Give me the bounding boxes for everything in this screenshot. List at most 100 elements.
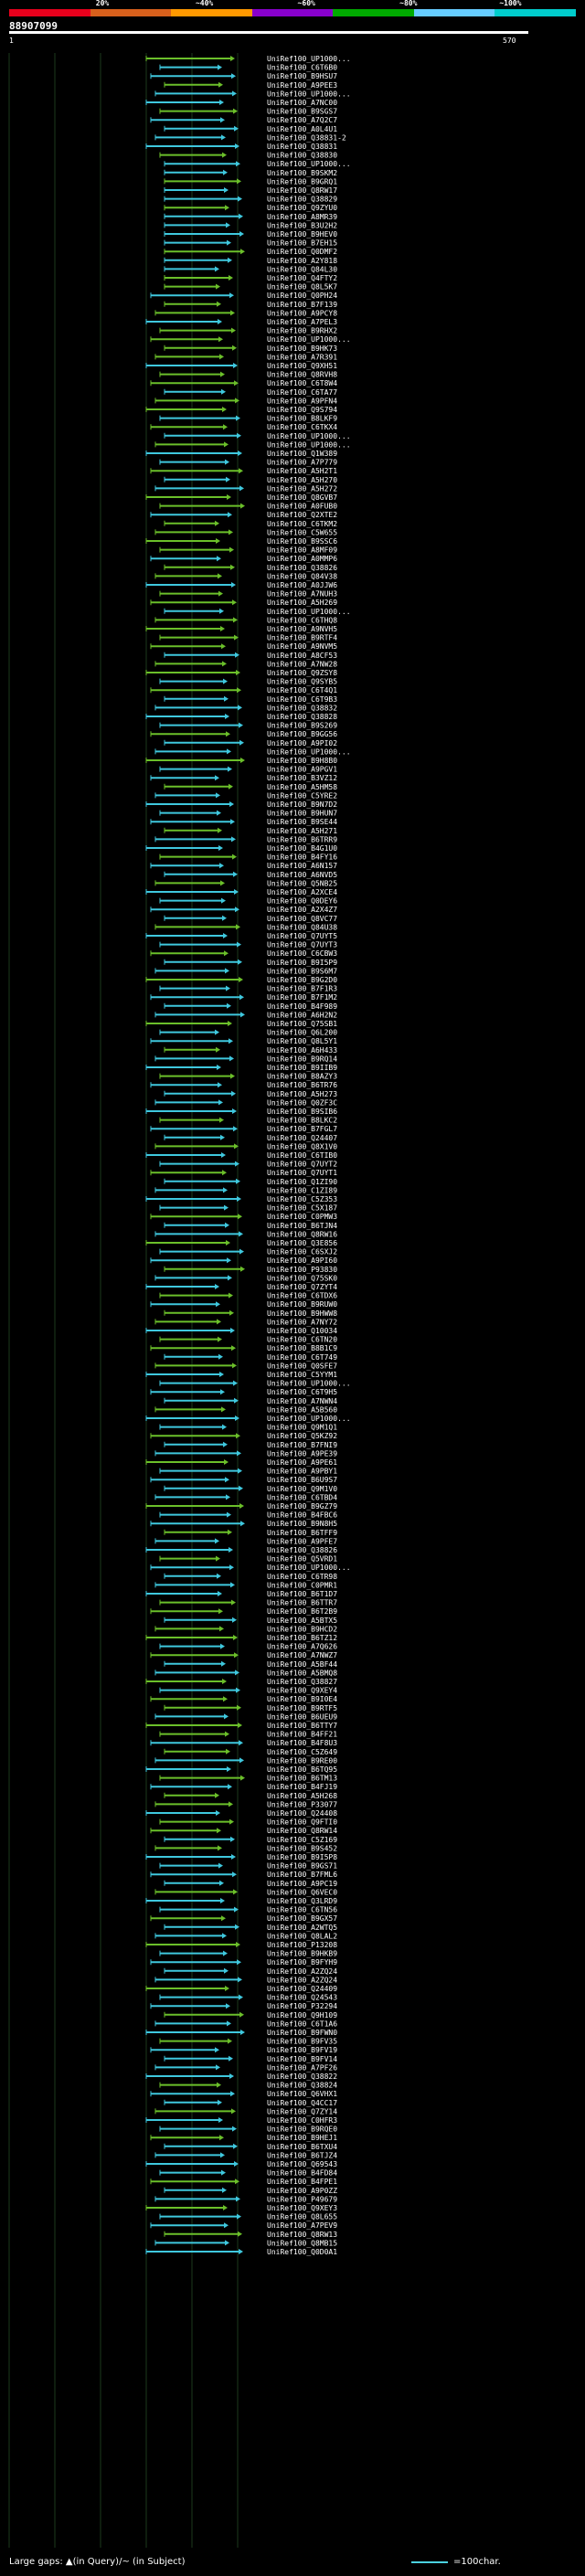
hit-label[interactable]: UniRef100_Q2XTE2 xyxy=(267,511,337,519)
hit-label[interactable]: UniRef100_B6TQ95 xyxy=(267,1765,337,1774)
hit-label[interactable]: UniRef100_Q24408 xyxy=(267,1809,337,1818)
hit-label[interactable]: UniRef100_Q38827 xyxy=(267,1678,337,1686)
hit-label[interactable]: UniRef100_B6U9S7 xyxy=(267,1476,337,1484)
hit-label[interactable]: UniRef100_A7NUH3 xyxy=(267,590,337,599)
hit-label[interactable]: UniRef100_B9HEJ1 xyxy=(267,2134,337,2142)
hit-label[interactable]: UniRef100_C6T749 xyxy=(267,1353,337,1362)
hit-label[interactable]: UniRef100_B4FF21 xyxy=(267,1731,337,1739)
hit-label[interactable]: UniRef100_UP1000... xyxy=(267,55,351,63)
hit-label[interactable]: UniRef100_A7Q2C7 xyxy=(267,116,337,124)
hit-label[interactable]: UniRef100_C5X187 xyxy=(267,1204,337,1213)
hit-label[interactable]: UniRef100_B9RHX2 xyxy=(267,327,337,335)
hit-label[interactable]: UniRef100_Q8RW13 xyxy=(267,2231,337,2239)
hit-label[interactable]: UniRef100_B6TFF9 xyxy=(267,1529,337,1537)
hit-label[interactable]: UniRef100_B9FV14 xyxy=(267,2055,337,2063)
hit-label[interactable]: UniRef100_A5BTX5 xyxy=(267,1617,337,1625)
hit-label[interactable]: UniRef100_Q9SYB5 xyxy=(267,678,337,686)
hit-label[interactable]: UniRef100_B9FV19 xyxy=(267,2046,337,2054)
hit-label[interactable]: UniRef100_A5H268 xyxy=(267,1792,337,1800)
hit-label[interactable]: UniRef100_C0PMW3 xyxy=(267,1213,337,1221)
hit-label[interactable]: UniRef100_C6T1A6 xyxy=(267,2019,337,2028)
hit-label[interactable]: UniRef100_A9NVH5 xyxy=(267,625,337,633)
hit-label[interactable]: UniRef100_Q8MB15 xyxy=(267,2239,337,2247)
hit-label[interactable]: UniRef100_B6TXU4 xyxy=(267,2143,337,2151)
hit-label[interactable]: UniRef100_A7PF26 xyxy=(267,2063,337,2072)
hit-label[interactable]: UniRef100_Q84V38 xyxy=(267,572,337,580)
hit-label[interactable]: UniRef100_C6TR98 xyxy=(267,1573,337,1581)
hit-label[interactable]: UniRef100_Q24409 xyxy=(267,1985,337,1993)
hit-label[interactable]: UniRef100_A6NVD5 xyxy=(267,871,337,879)
hit-label[interactable]: UniRef100_Q9ZYU0 xyxy=(267,204,337,212)
hit-label[interactable]: UniRef100_B9GS71 xyxy=(267,1862,337,1871)
hit-label[interactable]: UniRef100_A6H2N2 xyxy=(267,1011,337,1019)
hit-label[interactable]: UniRef100_C6TN56 xyxy=(267,1906,337,1914)
hit-label[interactable]: UniRef100_B9S6M7 xyxy=(267,967,337,975)
hit-label[interactable]: UniRef100_B7F1R3 xyxy=(267,985,337,993)
hit-label[interactable]: UniRef100_C5W655 xyxy=(267,528,337,536)
hit-label[interactable]: UniRef100_B4FY16 xyxy=(267,853,337,862)
hit-label[interactable]: UniRef100_B9S452 xyxy=(267,1844,337,1852)
hit-label[interactable]: UniRef100_A7NW28 xyxy=(267,660,337,668)
hit-label[interactable]: UniRef100_A0L4U1 xyxy=(267,125,337,133)
hit-label[interactable]: UniRef100_B9SKM2 xyxy=(267,169,337,177)
hit-label[interactable]: UniRef100_A7P779 xyxy=(267,459,337,467)
hit-label[interactable]: UniRef100_UP1000... xyxy=(267,440,351,449)
hit-label[interactable]: UniRef100_A5H2T1 xyxy=(267,467,337,475)
hit-label[interactable]: UniRef100_B9HEV0 xyxy=(267,230,337,239)
hit-label[interactable]: UniRef100_C6T9B3 xyxy=(267,695,337,704)
hit-label[interactable]: UniRef100_A2ZQ24 xyxy=(267,1967,337,1976)
hit-label[interactable]: UniRef100_Q1ZI90 xyxy=(267,1178,337,1186)
hit-label[interactable]: UniRef100_A5H270 xyxy=(267,476,337,484)
hit-label[interactable]: UniRef100_B6UEU9 xyxy=(267,1712,337,1721)
hit-label[interactable]: UniRef100_Q8VC77 xyxy=(267,915,337,923)
hit-label[interactable]: UniRef100_Q0SFE7 xyxy=(267,1362,337,1370)
hit-label[interactable]: UniRef100_Q7UYT3 xyxy=(267,941,337,949)
hit-label[interactable]: UniRef100_UP1000... xyxy=(267,1564,351,1572)
hit-label[interactable]: UniRef100_C6CBW3 xyxy=(267,949,337,958)
hit-label[interactable]: UniRef100_A7NWZ7 xyxy=(267,1651,337,1659)
hit-label[interactable]: UniRef100_B9HKB9 xyxy=(267,1950,337,1958)
hit-label[interactable]: UniRef100_Q24543 xyxy=(267,1994,337,2002)
hit-label[interactable]: UniRef100_Q7ZY14 xyxy=(267,2107,337,2115)
hit-label[interactable]: UniRef100_Q9XEY4 xyxy=(267,1687,337,1695)
hit-label[interactable]: UniRef100_B4G1U0 xyxy=(267,844,337,853)
hit-label[interactable]: UniRef100_A7Q626 xyxy=(267,1643,337,1651)
hit-label[interactable]: UniRef100_A5H273 xyxy=(267,1090,337,1098)
hit-label[interactable]: UniRef100_A5H269 xyxy=(267,599,337,607)
hit-label[interactable]: UniRef100_Q0DMF2 xyxy=(267,248,337,256)
hit-label[interactable]: UniRef100_Q6L200 xyxy=(267,1029,337,1037)
hit-label[interactable]: UniRef100_C6TDX6 xyxy=(267,1292,337,1300)
hit-label[interactable]: UniRef100_A8MF09 xyxy=(267,546,337,555)
hit-label[interactable]: UniRef100_A7PEL3 xyxy=(267,318,337,326)
hit-label[interactable]: UniRef100_Q8GVB7 xyxy=(267,493,337,502)
hit-label[interactable]: UniRef100_C6TKM2 xyxy=(267,520,337,528)
hit-label[interactable]: UniRef100_B8AZY3 xyxy=(267,1073,337,1081)
hit-label[interactable]: UniRef100_B3U2H2 xyxy=(267,221,337,229)
hit-label[interactable]: UniRef100_Q38832 xyxy=(267,704,337,712)
hit-label[interactable]: UniRef100_A9PI60 xyxy=(267,1256,337,1265)
hit-label[interactable]: UniRef100_C6TN20 xyxy=(267,1336,337,1344)
hit-label[interactable]: UniRef100_Q75SK0 xyxy=(267,1274,337,1282)
hit-label[interactable]: UniRef100_B4F8U3 xyxy=(267,1739,337,1747)
hit-label[interactable]: UniRef100_Q8RVH8 xyxy=(267,371,337,379)
hit-label[interactable]: UniRef100_Q9XH51 xyxy=(267,362,337,370)
hit-label[interactable]: UniRef100_B9FYH9 xyxy=(267,1958,337,1966)
hit-label[interactable]: UniRef100_Q9ZSY8 xyxy=(267,669,337,677)
hit-label[interactable]: UniRef100_B9RUW0 xyxy=(267,1300,337,1309)
hit-label[interactable]: UniRef100_A7R391 xyxy=(267,353,337,361)
hit-label[interactable]: UniRef100_B9H8B0 xyxy=(267,757,337,765)
hit-label[interactable]: UniRef100_C0HFR3 xyxy=(267,2116,337,2125)
hit-label[interactable]: UniRef100_B6TJN4 xyxy=(267,1222,337,1230)
hit-label[interactable]: UniRef100_Q7ZYT4 xyxy=(267,1283,337,1291)
hit-label[interactable]: UniRef100_Q38822 xyxy=(267,2072,337,2081)
hit-label[interactable]: UniRef100_B9GZ79 xyxy=(267,1502,337,1511)
hit-label[interactable]: UniRef100_A9PCY8 xyxy=(267,309,337,317)
hit-label[interactable]: UniRef100_C6T9H5 xyxy=(267,1388,337,1396)
hit-label[interactable]: UniRef100_B6TTR7 xyxy=(267,1599,337,1607)
hit-label[interactable]: UniRef100_B8B1C9 xyxy=(267,1344,337,1352)
hit-label[interactable]: UniRef100_Q7UYT2 xyxy=(267,1161,337,1169)
hit-label[interactable]: UniRef100_Q8L5Y1 xyxy=(267,1037,337,1045)
hit-label[interactable]: UniRef100_Q9XEY3 xyxy=(267,2204,337,2212)
hit-label[interactable]: UniRef100_C6TKX4 xyxy=(267,423,337,431)
hit-label[interactable]: UniRef100_Q38831-2 xyxy=(267,133,346,142)
